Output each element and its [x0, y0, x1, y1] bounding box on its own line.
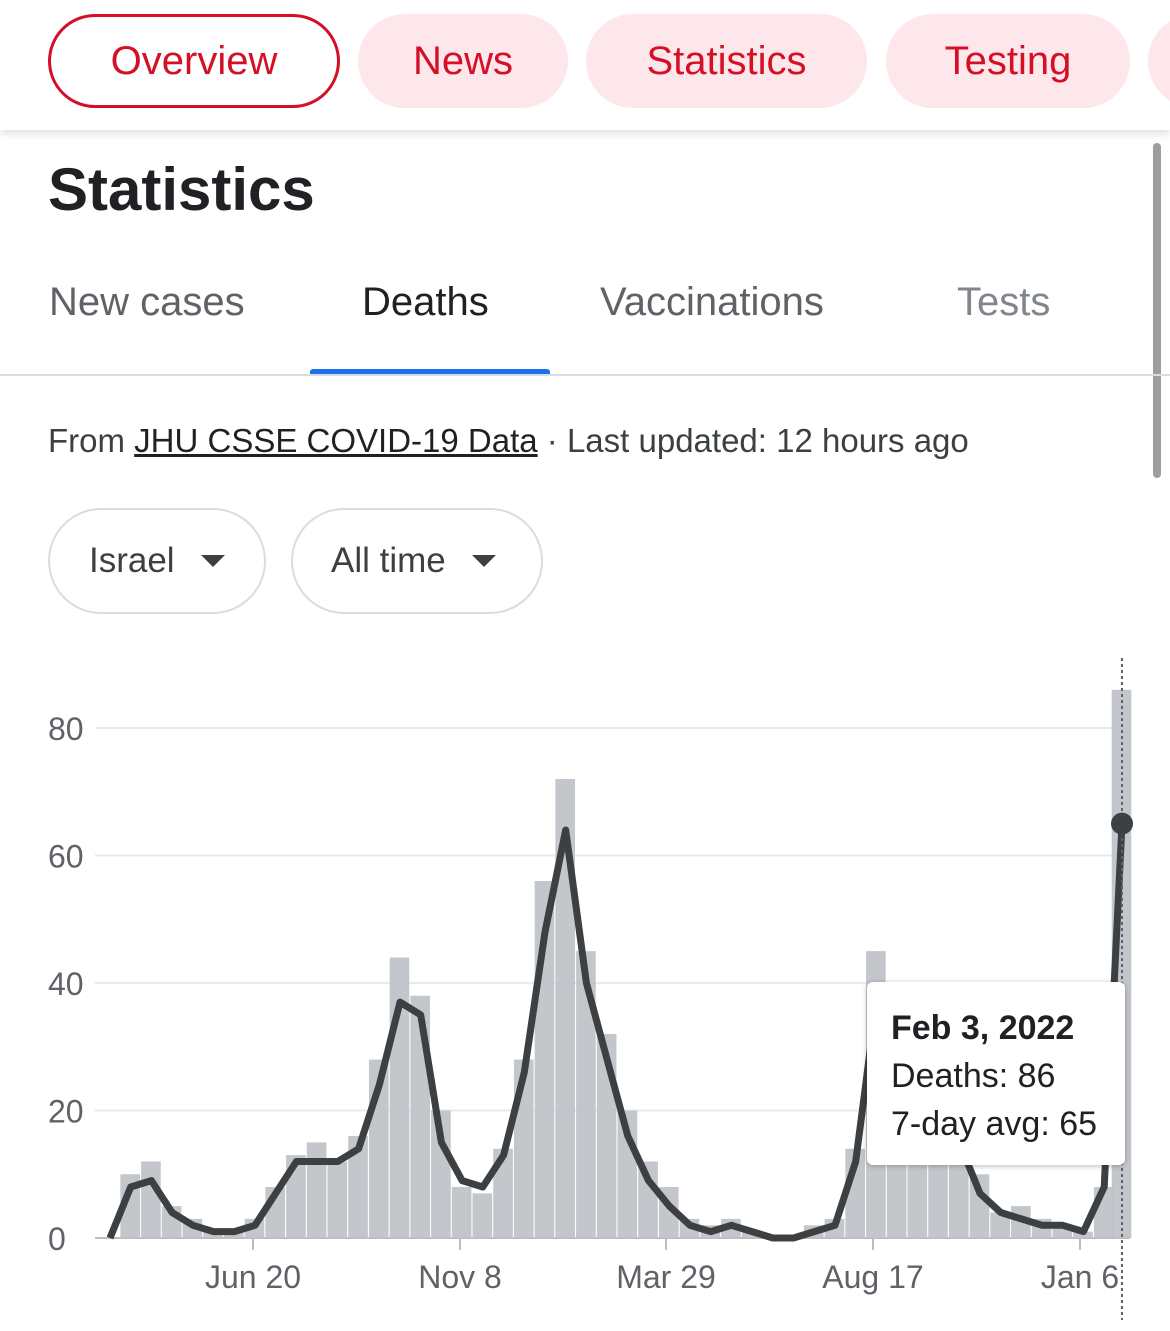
country-dropdown[interactable]: Israel: [48, 508, 266, 614]
death-bar: [348, 1136, 368, 1238]
x-tick-label: Jan 6: [1041, 1259, 1119, 1295]
top-chip-bar: Overview News Statistics Testing: [0, 0, 1170, 130]
tabs-divider: [0, 374, 1170, 376]
chip-label: News: [412, 38, 514, 83]
chip-statistics[interactable]: Statistics: [586, 14, 867, 108]
death-bar: [141, 1161, 161, 1238]
death-bar: [493, 1148, 513, 1238]
time-range-dropdown[interactable]: All time: [291, 508, 543, 614]
x-axis-labels: Jun 20 Nov 8 Mar 29 Aug 17 Jan 6: [205, 1238, 1119, 1295]
death-bar: [306, 1142, 327, 1238]
x-tick-label: Aug 17: [822, 1259, 923, 1295]
scrollbar[interactable]: [1153, 143, 1161, 478]
y-tick-label: 40: [48, 966, 84, 1002]
death-bar: [451, 1187, 472, 1238]
death-bar: [120, 1174, 141, 1238]
y-tick-label: 60: [48, 839, 84, 875]
tooltip-avg: 7-day avg: 65: [891, 1105, 1098, 1143]
hover-point: [1111, 812, 1133, 835]
tab-deaths[interactable]: Deaths: [362, 280, 489, 324]
time-range-value: All time: [331, 541, 446, 580]
source-line: From JHU CSSE COVID-19 Data · Last updat…: [48, 422, 969, 460]
dropdown-arrow-icon: [200, 555, 225, 567]
tooltip-deaths: Deaths: 86: [891, 1057, 1056, 1095]
death-bar: [327, 1161, 348, 1238]
death-bar: [431, 1110, 451, 1238]
chip-label: Testing: [944, 38, 1072, 83]
chip-more[interactable]: [1148, 14, 1170, 108]
death-bar: [555, 779, 576, 1238]
x-tick-label: Jun 20: [205, 1259, 301, 1295]
y-tick-label: 20: [48, 1094, 84, 1130]
tab-new-cases[interactable]: New cases: [49, 280, 245, 324]
source-prefix: From: [48, 422, 135, 459]
chart-tooltip: Feb 3, 2022 Deaths: 86 7-day avg: 65: [867, 982, 1125, 1165]
tooltip-date: Feb 3, 2022: [891, 1009, 1075, 1047]
page-title: Statistics: [48, 156, 315, 223]
source-link[interactable]: JHU CSSE COVID-19 Data: [134, 422, 538, 459]
chip-label: Statistics: [646, 38, 807, 83]
chip-label: Overview: [110, 38, 278, 83]
dropdown-arrow-icon: [471, 555, 496, 567]
y-tick-label: 0: [48, 1221, 66, 1257]
x-tick-label: Nov 8: [418, 1259, 502, 1295]
active-tab-indicator: [310, 369, 550, 375]
tab-tests[interactable]: Tests: [957, 280, 1051, 324]
y-axis-labels: 0 20 40 60 80: [48, 711, 84, 1257]
last-updated: · Last updated: 12 hours ago: [537, 422, 969, 459]
country-value: Israel: [89, 541, 175, 580]
tab-vaccinations[interactable]: Vaccinations: [600, 280, 824, 324]
stat-tabs: New cases Deaths Vaccinations Tests: [0, 262, 1170, 377]
death-bar: [969, 1174, 990, 1238]
chip-testing[interactable]: Testing: [886, 14, 1130, 108]
chip-overview[interactable]: Overview: [48, 14, 340, 108]
death-bar: [990, 1212, 1011, 1238]
death-bar: [576, 951, 596, 1238]
y-tick-label: 80: [48, 711, 84, 747]
x-tick-label: Mar 29: [616, 1259, 716, 1295]
chip-news[interactable]: News: [358, 14, 568, 108]
death-bar: [472, 1193, 493, 1238]
